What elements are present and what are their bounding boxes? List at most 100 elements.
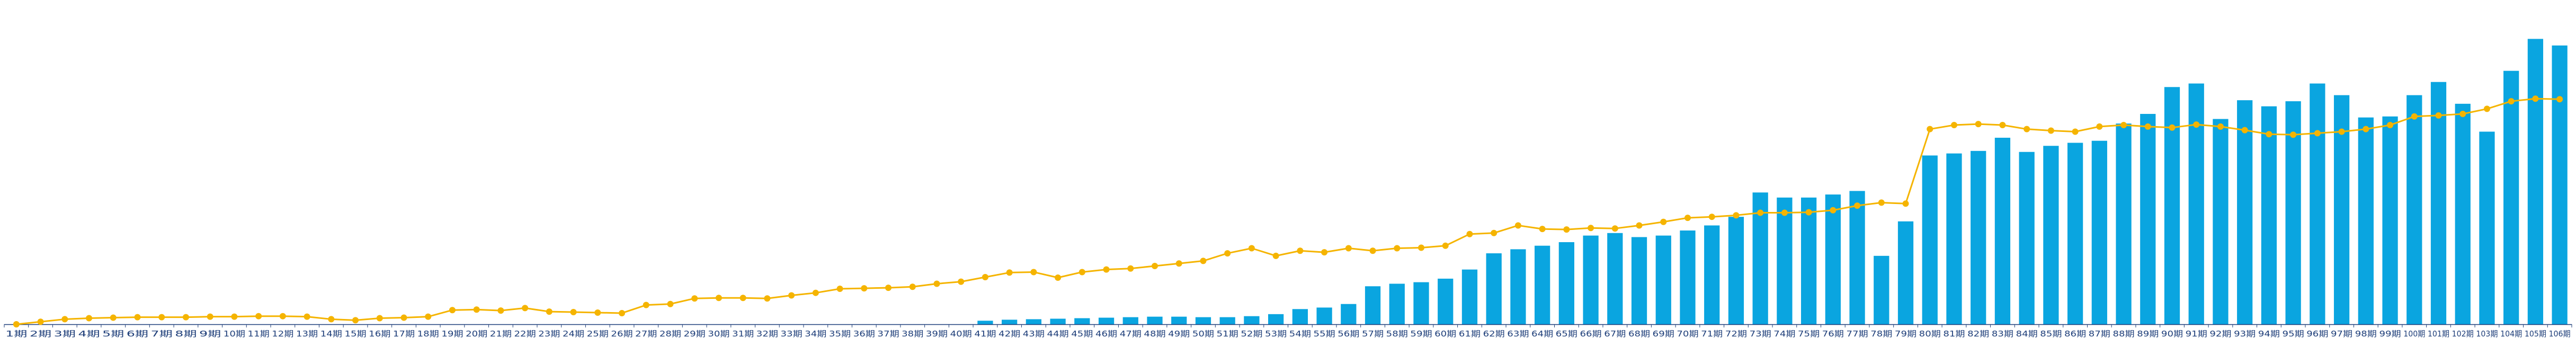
line-point-8 (182, 314, 189, 321)
bar-99 (2382, 116, 2398, 324)
x-tick-label: 39期 (926, 329, 948, 339)
line-point-6 (134, 314, 141, 321)
bar-43 (1026, 319, 1041, 324)
x-tick-label: 85期 (2040, 329, 2062, 339)
line-point-63 (1514, 222, 1521, 229)
x-tick-label: 11期 (248, 329, 270, 339)
x-tick-label: 92期 (2209, 329, 2231, 339)
line-point-15 (352, 317, 359, 324)
x-tick-label: 93期 (2234, 329, 2256, 339)
line-point-32 (764, 295, 771, 302)
x-tick-label: 13期 (296, 329, 318, 339)
bar-105 (2527, 39, 2544, 324)
line-point-44 (1055, 274, 1062, 281)
x-tick-label: 106期 (2549, 329, 2571, 339)
bar-82 (1971, 150, 1986, 324)
bar-85 (2043, 146, 2059, 324)
bar-93 (2237, 100, 2253, 324)
line-point-30 (715, 295, 722, 301)
line-point-3 (61, 316, 68, 323)
bar-48 (1147, 316, 1163, 324)
x-tick-label: 49期 (1168, 329, 1190, 339)
line-point-23 (546, 308, 552, 315)
bar-86 (2067, 143, 2083, 324)
x-tick-label: 53期 (1265, 329, 1287, 339)
x-tick-label: 37期 (877, 329, 899, 339)
line-point-80 (1927, 126, 1933, 132)
line-point-14 (328, 316, 335, 323)
line-point-1 (13, 321, 20, 327)
bar-52 (1244, 316, 1260, 324)
bar-46 (1098, 317, 1115, 324)
line-point-13 (304, 313, 310, 320)
bar-51 (1219, 317, 1235, 324)
x-tick-label: 22期 (514, 329, 536, 339)
bar-92 (2213, 119, 2229, 325)
line-point-76 (1830, 207, 1837, 214)
line-point-7 (158, 314, 165, 321)
x-tick-label: 46期 (1095, 329, 1117, 339)
line-point-97 (2338, 128, 2345, 135)
x-tick-label: 57期 (1362, 329, 1384, 339)
bar-102 (2455, 103, 2471, 324)
x-tick-label: 79期 (1895, 329, 1917, 339)
bar-41 (977, 321, 993, 324)
line-point-91 (2193, 121, 2200, 128)
x-tick-label: 52期 (1241, 329, 1262, 339)
bar-72 (1728, 217, 1744, 324)
x-tick-label: 89期 (2137, 329, 2159, 339)
x-tick-label: 35期 (829, 329, 851, 339)
line-point-56 (1345, 245, 1352, 252)
x-tick-label: 47期 (1120, 329, 1142, 339)
bar-57 (1365, 286, 1381, 324)
line-point-104 (2508, 98, 2515, 105)
line-point-81 (1950, 122, 1957, 129)
x-tick-label: 25期 (587, 329, 609, 339)
line-point-39 (933, 280, 940, 287)
bar-84 (2019, 152, 2035, 324)
line-point-58 (1394, 245, 1401, 252)
line-point-42 (1006, 269, 1013, 276)
x-tick-label: 101期 (2428, 329, 2449, 339)
line-point-74 (1781, 209, 1788, 216)
bar-71 (1704, 225, 1720, 324)
x-tick-label: 38期 (902, 329, 923, 339)
x-tick-label: 86期 (2064, 329, 2086, 339)
x-tick-label: 7期 (151, 329, 173, 339)
line-point-36 (861, 285, 868, 292)
x-tick-label: 71期 (1701, 329, 1723, 339)
bar-60 (1438, 278, 1454, 324)
x-tick-label: 54期 (1289, 329, 1311, 339)
line-point-41 (982, 274, 988, 281)
x-tick-label: 6期 (127, 329, 148, 339)
bar-61 (1461, 269, 1478, 324)
x-tick-label: 88期 (2113, 329, 2134, 339)
line-point-87 (2096, 123, 2103, 130)
x-tick-label: 77期 (1846, 329, 1868, 339)
x-tick-label: 29期 (684, 329, 706, 339)
line-point-27 (643, 301, 649, 308)
x-tick-label: 60期 (1434, 329, 1456, 339)
line-point-51 (1224, 250, 1231, 257)
line-point-78 (1878, 199, 1885, 206)
bar-45 (1074, 318, 1090, 324)
bar-63 (1510, 249, 1526, 324)
x-tick-label: 62期 (1483, 329, 1505, 339)
line-point-46 (1103, 266, 1110, 273)
x-tick-label: 4期 (78, 329, 100, 339)
x-tick-label: 99期 (2379, 329, 2401, 339)
line-point-92 (2217, 123, 2224, 130)
x-tick-label: 74期 (1773, 329, 1795, 339)
line-point-102 (2459, 110, 2466, 117)
x-tick-label: 105期 (2525, 329, 2546, 339)
line-point-33 (788, 292, 795, 299)
line-point-64 (1539, 226, 1546, 233)
line-point-72 (1733, 212, 1740, 219)
bar-101 (2430, 82, 2447, 324)
x-tick-label: 83期 (1992, 329, 2013, 339)
line-point-75 (1805, 209, 1812, 216)
bar-62 (1486, 253, 1502, 324)
x-tick-label: 78期 (1870, 329, 1892, 339)
bar-90 (2164, 87, 2180, 324)
line-point-69 (1660, 218, 1667, 225)
